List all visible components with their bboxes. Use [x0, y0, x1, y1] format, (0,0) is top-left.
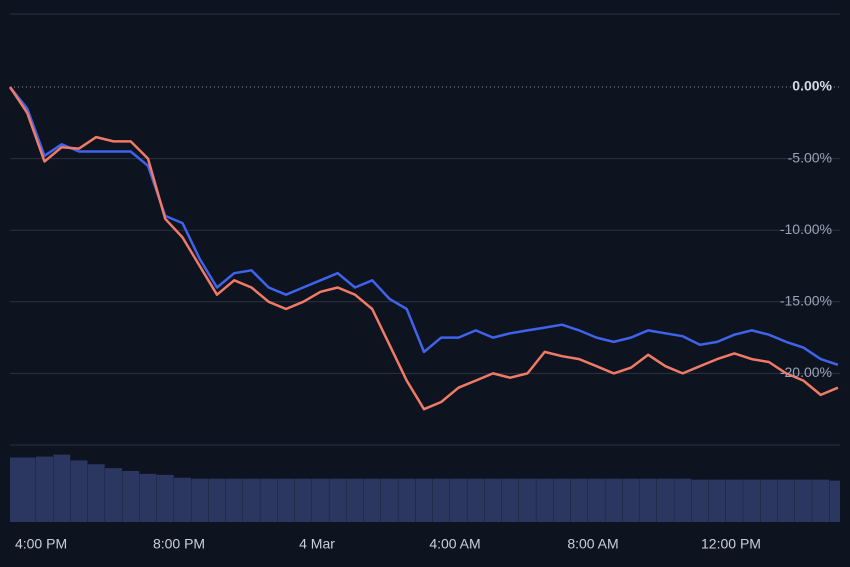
volume-bar [777, 479, 795, 522]
volume-bar [622, 478, 640, 522]
volume-bar [122, 470, 140, 522]
volume-bar [398, 478, 416, 522]
volume-bar [570, 478, 588, 522]
series-line [8, 86, 839, 411]
volume-bar [449, 478, 467, 522]
volume-bar [674, 478, 692, 522]
volume-bar [725, 479, 743, 522]
y-tick-label: -20.00% [780, 364, 832, 380]
y-tick-label: 0.00% [792, 78, 832, 94]
x-tick-label: 4:00 AM [429, 536, 480, 552]
volume-bar [760, 479, 778, 522]
volume-bar [36, 456, 53, 522]
x-tick-label: 8:00 AM [567, 536, 618, 552]
volume-bar [18, 457, 36, 522]
volume-bar [294, 478, 312, 522]
volume-bar [208, 478, 226, 522]
volume-bar [380, 478, 398, 522]
volume-bar [708, 479, 726, 522]
series-line [9, 86, 839, 366]
volume-bar [243, 478, 260, 522]
volume-bar [518, 478, 536, 522]
volume-bar [346, 478, 364, 522]
volume-bar [432, 478, 450, 522]
volume-bar [743, 479, 761, 522]
volume-bar [70, 460, 88, 522]
volume-bar [639, 478, 657, 522]
volume-bar [829, 480, 840, 522]
volume-bar [105, 468, 122, 522]
volume-bar [691, 479, 709, 522]
volume-bar [587, 478, 605, 522]
volume-bar [605, 478, 623, 522]
volume-bar [156, 474, 174, 522]
volume-bar [484, 478, 502, 522]
volume-bar [174, 477, 191, 522]
volume-bar [312, 478, 329, 522]
volume-bar [277, 478, 295, 522]
volume-bar [794, 479, 812, 522]
y-tick-label: -10.00% [780, 221, 832, 237]
volume-bar [225, 478, 243, 522]
volume-bar [260, 478, 278, 522]
y-tick-label: -15.00% [780, 293, 832, 309]
volume-bar [53, 454, 71, 522]
x-tick-label: 12:00 PM [701, 536, 761, 552]
volume-bar [139, 473, 157, 522]
volume-bar [553, 478, 571, 522]
volume-bar [191, 478, 209, 522]
volume-bar [415, 478, 433, 522]
volume-bar [812, 479, 830, 522]
volume-bar [87, 464, 105, 522]
volume-bar [501, 478, 519, 522]
volume-bar [329, 478, 347, 522]
x-tick-label: 4 Mar [299, 536, 335, 552]
y-tick-label: -5.00% [788, 149, 832, 165]
volume-bar [536, 478, 554, 522]
x-tick-label: 8:00 PM [153, 536, 205, 552]
volume-bar [467, 478, 485, 522]
volume-bar [363, 478, 381, 522]
x-tick-label: 4:00 PM [15, 536, 67, 552]
volume-bar [656, 478, 674, 522]
